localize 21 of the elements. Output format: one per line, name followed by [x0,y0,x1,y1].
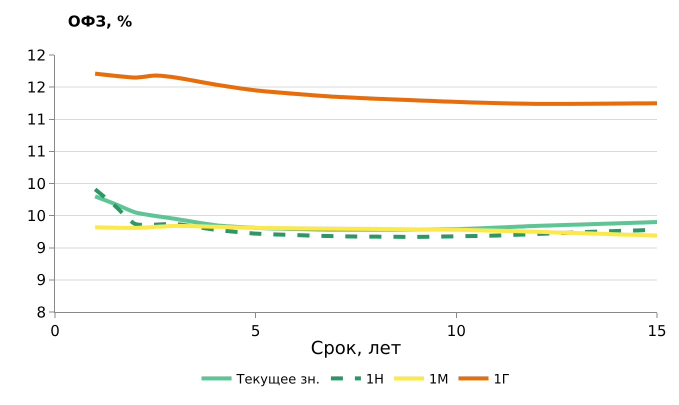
chart-title: ОФЗ, % [68,12,132,31]
x-tick-label: 5 [250,322,260,340]
legend-label: 1Н [366,372,384,388]
y-tick-label: 12 [26,78,46,96]
y-tick-label: 11 [26,110,46,128]
x-tick-label: 0 [50,322,60,340]
y-tick-label: 12 [26,46,46,64]
line-series [93,72,657,106]
y-tick-label: 8 [36,303,46,322]
y-tick-label: 11 [26,142,46,161]
x-tick-label: 10 [446,322,466,340]
y-tick-label: 10 [26,174,46,193]
x-axis-title: Срок, лет [310,338,402,360]
legend-label: Текущее зн. [236,372,320,388]
line-series [93,224,657,238]
y-tick-label: 9 [36,271,46,290]
y-tick-label: 10 [26,206,46,225]
legend-label: 1Г [493,372,510,388]
x-tick-label: 15 [647,322,667,340]
y-tick-label: 9 [36,239,46,257]
legend-label: 1М [428,372,448,388]
